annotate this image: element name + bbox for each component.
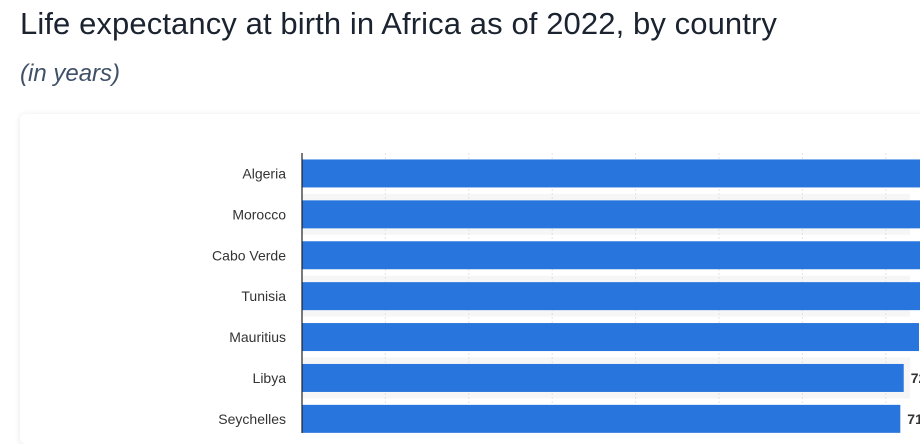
- bar-mauritius: [302, 323, 919, 352]
- value-label: 72.15: [911, 370, 920, 386]
- bar-cabo-verde: [302, 241, 920, 270]
- bar-algeria: [302, 159, 920, 188]
- category-label: Mauritius: [229, 329, 286, 345]
- bar-tunisia: [302, 282, 920, 311]
- value-label: 71.74: [907, 411, 920, 427]
- bar-seychelles: [302, 404, 901, 433]
- category-label: Cabo Verde: [212, 247, 286, 263]
- category-label: Tunisia: [241, 288, 286, 304]
- chart-title: Life expectancy at birth in Africa as of…: [20, 6, 778, 41]
- bar-chart: Algeria77.13Morocco74.97Cabo Verde74.72T…: [212, 153, 920, 433]
- bar-libya: [302, 363, 904, 392]
- chart-subtitle: (in years): [20, 60, 121, 87]
- category-label: Libya: [253, 370, 287, 386]
- bar-morocco: [302, 200, 920, 229]
- category-label: Seychelles: [218, 411, 286, 427]
- chart-card: Algeria77.13Morocco74.97Cabo Verde74.72T…: [20, 114, 920, 444]
- category-label: Morocco: [232, 206, 286, 222]
- category-label: Algeria: [242, 165, 286, 181]
